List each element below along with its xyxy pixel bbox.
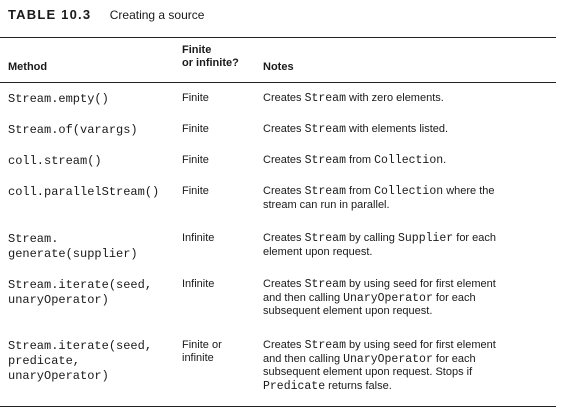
code-term: Stream [304,232,346,245]
note-text: Creates [263,92,305,104]
finite-cell: Finite [182,154,209,166]
code-term: Stream [304,92,346,105]
notes-cell: Creates Stream by calling Supplier for e… [263,232,553,259]
method-cell: Stream.iterate(seed, unaryOperator) [8,278,153,307]
note-text: with zero elements. [346,92,444,104]
table-number: TABLE 10.3 [8,7,92,22]
method-cell: coll.parallelStream() [8,185,160,199]
note-text: Creates [263,278,305,290]
note-text: by calling [346,232,398,244]
table-title: Creating a source [109,8,205,22]
method-cell: Stream.of(varargs) [8,123,138,137]
note-text: where the stream can run in parallel. [263,185,495,211]
finite-cell: Finite [182,92,209,104]
note-text: for each subsequent element upon request… [263,352,476,379]
note-text: Creates [263,123,305,135]
code-term: Stream [304,185,346,198]
note-text: with elements listed. [346,123,449,135]
method-cell: coll.stream() [8,154,102,168]
table-top-rule [0,37,556,38]
note-text: by using seed for first element and then… [263,339,496,365]
notes-cell: Creates Stream by using seed for first e… [263,278,553,319]
note-text: for each element upon request. [263,232,497,258]
header-finite-or-infinite: Finite or infinite? [182,44,239,69]
notes-cell: Creates Stream from Collection where the… [263,185,553,212]
notes-cell: Creates Stream with elements listed. [263,123,553,137]
note-text: for each subsequent element upon request… [263,291,476,318]
finite-cell: Infinite [182,232,215,244]
note-text: returns false. [325,379,392,392]
note-text: Creates [263,339,305,351]
notes-cell: Creates Stream by using seed for first e… [263,339,553,393]
header-notes: Notes [263,61,294,73]
table-bottom-rule [0,406,556,407]
method-cell: Stream.iterate(seed, predicate, unaryOpe… [8,339,153,383]
finite-cell: Infinite [182,278,215,290]
code-term: Stream [304,154,346,167]
note-text: Creates [263,185,305,197]
note-text: . [443,154,447,166]
code-term: Stream [304,339,346,352]
code-term: Collection [374,185,444,198]
header-method: Method [8,61,48,73]
code-term: UnaryOperator [343,291,433,305]
table-caption: TABLE 10.3 Creating a source [8,6,204,24]
note-text: from [346,154,375,166]
code-term: UnaryOperator [343,352,433,366]
note-text: by using seed for first element and then… [263,278,496,304]
finite-cell: Finite [182,185,209,197]
notes-cell: Creates Stream with zero elements. [263,92,553,106]
finite-cell: Finite or infinite [182,339,222,364]
note-text: Creates [263,232,305,244]
code-term: Stream [304,278,346,291]
finite-cell: Finite [182,123,209,135]
table-header-rule [0,82,556,83]
method-cell: Stream. generate(supplier) [8,232,138,261]
notes-cell: Creates Stream from Collection. [263,154,553,168]
method-cell: Stream.empty() [8,92,109,106]
code-term: Stream [304,123,346,136]
note-text: Creates [263,154,305,166]
code-term: Collection [374,154,444,167]
note-text: from [346,185,375,197]
code-term: Supplier [397,232,454,245]
code-term: Predicate [263,379,326,393]
